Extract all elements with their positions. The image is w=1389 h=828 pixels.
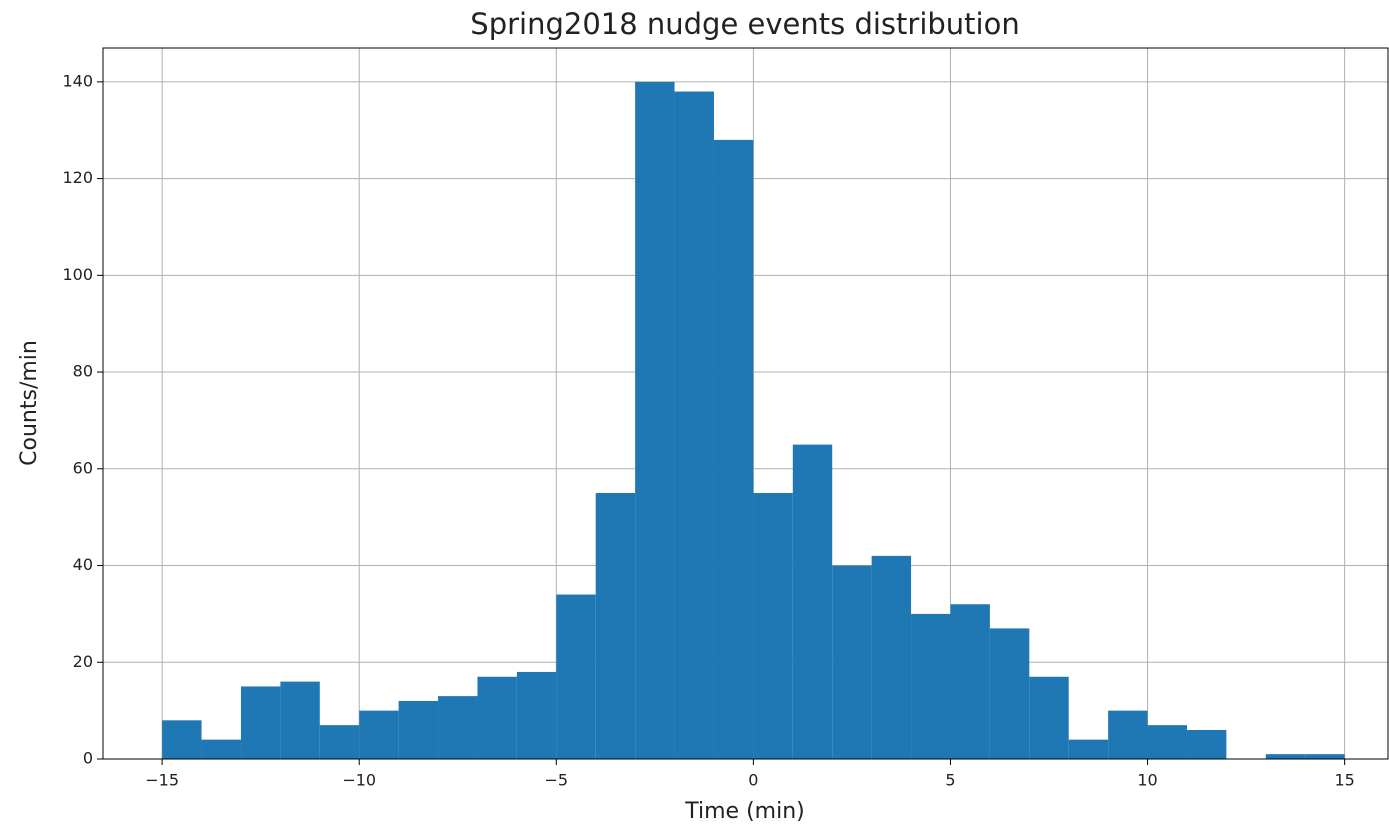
- bar: [398, 700, 439, 759]
- bar: [595, 492, 636, 759]
- x-tick-label: −10: [342, 771, 376, 790]
- bar: [1068, 739, 1109, 759]
- bar: [792, 444, 833, 759]
- x-tick-label: 0: [748, 771, 758, 790]
- bar: [1147, 725, 1187, 759]
- bar: [240, 686, 281, 759]
- bar: [319, 725, 360, 759]
- y-tick-label: 140: [62, 71, 93, 90]
- bar: [201, 739, 241, 759]
- y-tick-label: 80: [73, 362, 93, 381]
- bar: [674, 91, 714, 759]
- bar: [1186, 729, 1227, 759]
- y-tick-label: 0: [83, 749, 93, 768]
- bar: [753, 492, 793, 759]
- bar: [950, 604, 990, 759]
- x-axis-label: Time (min): [684, 799, 805, 824]
- bar: [162, 720, 202, 759]
- bar: [1029, 676, 1069, 759]
- bar: [359, 710, 399, 759]
- bar: [832, 565, 872, 759]
- bar: [1305, 754, 1345, 759]
- x-tick-label: 15: [1334, 771, 1354, 790]
- bar: [438, 696, 478, 759]
- chart-title: Spring2018 nudge events distribution: [470, 7, 1019, 41]
- bar: [1108, 710, 1148, 759]
- bar: [635, 81, 675, 760]
- y-tick-label: 20: [73, 652, 93, 671]
- plot-frame: [102, 47, 1389, 760]
- bar: [911, 613, 951, 759]
- bar: [477, 676, 517, 759]
- y-axis-label: Counts/min: [17, 340, 42, 466]
- bar: [1265, 754, 1306, 759]
- bar: [516, 671, 557, 759]
- y-tick-label: 120: [62, 168, 93, 187]
- bar: [280, 681, 320, 759]
- x-tick-label: 10: [1137, 771, 1157, 790]
- bar: [871, 555, 912, 759]
- y-tick-label: 100: [62, 265, 93, 284]
- y-tick-label: 60: [73, 458, 93, 477]
- bar: [989, 628, 1030, 759]
- x-tick-label: 5: [945, 771, 955, 790]
- x-tick-label: −15: [145, 771, 179, 790]
- bar: [713, 139, 754, 760]
- x-tick-label: −5: [545, 771, 569, 790]
- bar: [556, 594, 596, 759]
- y-tick-label: 40: [73, 555, 93, 574]
